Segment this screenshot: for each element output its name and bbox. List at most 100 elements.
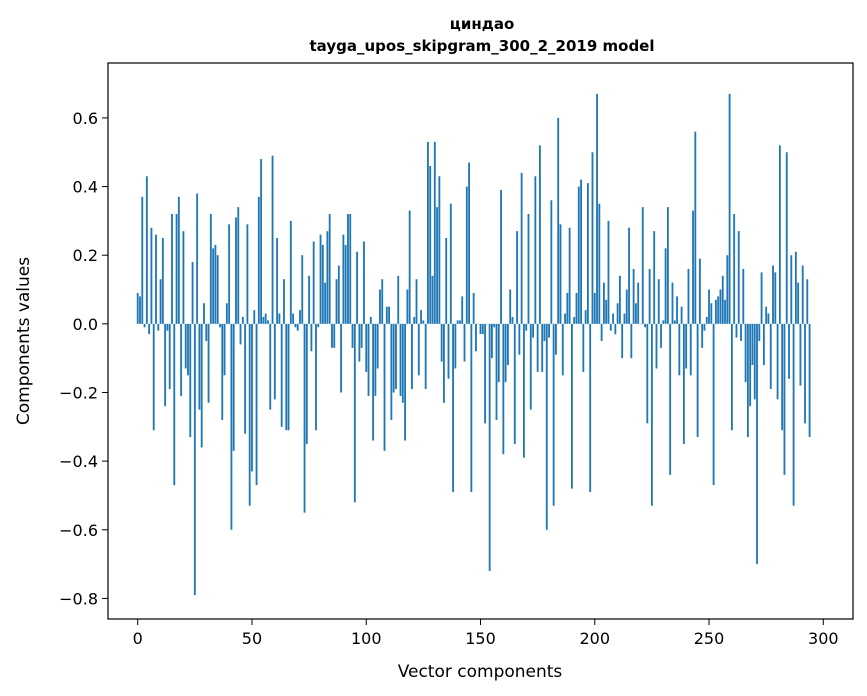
bar xyxy=(344,244,347,324)
bar xyxy=(436,207,438,324)
bar xyxy=(618,275,621,324)
bar xyxy=(269,323,272,410)
bar xyxy=(447,323,450,379)
bar xyxy=(742,268,745,324)
bar xyxy=(646,323,649,424)
bar xyxy=(468,162,470,324)
bar xyxy=(438,176,441,324)
bar xyxy=(417,323,420,376)
bar xyxy=(456,320,459,324)
bar xyxy=(737,231,740,324)
y-tick-label: −0.4 xyxy=(59,452,98,471)
bar xyxy=(264,313,267,324)
bar xyxy=(609,323,612,331)
bar xyxy=(625,289,628,324)
bar xyxy=(331,323,333,348)
bar xyxy=(724,299,726,324)
bar xyxy=(799,323,802,386)
bar xyxy=(335,279,338,324)
bar xyxy=(385,306,388,324)
bar xyxy=(365,323,368,372)
bar xyxy=(573,316,576,324)
bar xyxy=(299,310,301,324)
bar xyxy=(536,323,539,372)
bar xyxy=(273,323,276,400)
bar xyxy=(788,323,790,379)
bar xyxy=(157,323,160,331)
bar xyxy=(559,224,562,324)
bar xyxy=(785,152,788,324)
x-tick-label: 150 xyxy=(465,629,496,648)
bar xyxy=(223,323,226,376)
bar xyxy=(582,323,585,372)
bar xyxy=(379,289,381,324)
bar xyxy=(207,323,210,403)
bar xyxy=(534,176,537,324)
bar xyxy=(399,323,402,396)
bar xyxy=(214,244,217,324)
bar xyxy=(721,275,724,324)
bar xyxy=(774,272,777,324)
bar xyxy=(443,323,445,403)
bar xyxy=(305,323,308,444)
bar xyxy=(762,323,765,366)
y-axis-label: Components values xyxy=(14,257,34,425)
bar xyxy=(545,323,548,530)
bar xyxy=(449,203,452,324)
bar xyxy=(543,323,546,341)
bar xyxy=(781,323,784,431)
bar xyxy=(717,296,720,324)
bar xyxy=(575,292,578,324)
bar xyxy=(472,292,475,324)
bar xyxy=(726,255,729,324)
bar xyxy=(308,275,311,324)
bar xyxy=(484,323,486,424)
bar xyxy=(212,248,215,324)
bar xyxy=(728,93,731,324)
bar xyxy=(749,323,752,407)
bar xyxy=(397,275,400,324)
bar xyxy=(433,141,436,324)
bar xyxy=(319,234,322,324)
y-tick-label: 0.6 xyxy=(73,109,98,128)
x-axis-label: Vector components xyxy=(398,662,563,682)
bar xyxy=(664,248,667,324)
bar xyxy=(792,323,795,506)
bar xyxy=(746,323,749,438)
bar xyxy=(778,145,781,324)
bar xyxy=(310,323,313,352)
bar xyxy=(358,323,361,362)
bar xyxy=(422,320,425,324)
bar xyxy=(621,323,624,359)
bar xyxy=(164,323,167,407)
bar xyxy=(520,172,523,324)
bar xyxy=(783,323,786,475)
bar xyxy=(196,193,199,324)
bar xyxy=(315,323,317,431)
bar xyxy=(285,323,288,431)
bar xyxy=(666,207,669,324)
bar xyxy=(278,313,281,324)
bar xyxy=(628,227,630,324)
bar xyxy=(511,316,514,324)
bar xyxy=(765,306,768,324)
bar xyxy=(328,214,331,324)
bar xyxy=(758,323,761,341)
bar xyxy=(602,282,605,324)
bar xyxy=(411,323,413,390)
bar xyxy=(395,323,397,390)
bar xyxy=(303,323,306,513)
x-tick-label: 200 xyxy=(579,629,610,648)
bar xyxy=(685,323,688,369)
bar xyxy=(740,323,742,341)
bar xyxy=(143,323,146,328)
bar xyxy=(735,323,738,338)
bar xyxy=(698,258,701,324)
bar xyxy=(495,323,498,420)
bar xyxy=(139,296,141,324)
bar xyxy=(580,179,582,324)
bar xyxy=(507,323,509,366)
bar xyxy=(561,323,564,376)
bar xyxy=(187,323,189,376)
bar xyxy=(650,323,653,506)
